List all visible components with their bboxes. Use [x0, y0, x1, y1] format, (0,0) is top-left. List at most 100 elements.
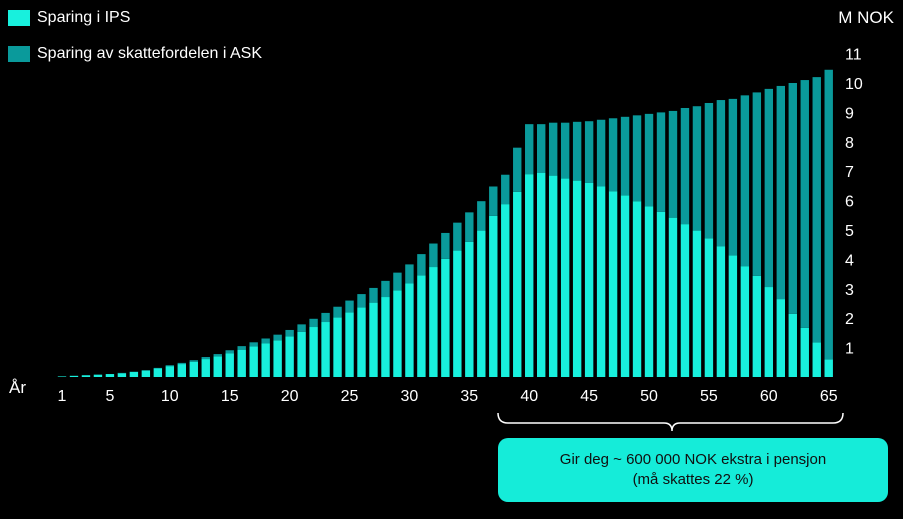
bar-ips-year-59	[752, 275, 762, 377]
bar-ips-year-33	[441, 258, 450, 377]
bar-ask-year-11	[177, 362, 186, 365]
x-tick-label: 15	[221, 388, 239, 405]
bar-ips-year-52	[668, 217, 678, 377]
bar-ips-year-35	[465, 241, 474, 377]
bar-ips-year-43	[560, 178, 570, 377]
bar-ask-year-23	[321, 312, 330, 323]
bar-ips-year-31	[417, 275, 426, 377]
bar-ask-year-61	[776, 85, 785, 300]
bar-ask-year-34	[453, 222, 462, 251]
bar-ask-year-13	[201, 357, 210, 360]
bar-ask-year-18	[261, 338, 270, 344]
x-tick-label: 5	[105, 388, 114, 405]
bar-ask-year-16	[237, 346, 246, 350]
bar-ips-year-27	[369, 302, 378, 377]
bar-ask-year-41	[537, 124, 546, 173]
bar-ask-year-15	[225, 350, 234, 354]
bar-ips-year-57	[728, 255, 738, 377]
bar-ask-year-42	[548, 122, 558, 176]
bar-ips-year-23	[321, 322, 330, 377]
bar-ask-year-38	[501, 174, 510, 205]
y-tick-label: 1	[845, 341, 854, 358]
legend-swatch-ask	[8, 46, 30, 62]
bar-ips-year-10	[165, 366, 175, 377]
bar-ask-year-40	[525, 124, 534, 175]
bar-ask-year-51	[656, 112, 666, 212]
bar-ask-year-59	[752, 92, 762, 276]
x-tick-label: 30	[401, 388, 419, 405]
legend-swatch-ips	[8, 10, 30, 26]
bar-ask-year-22	[309, 318, 318, 328]
x-tick-label: 45	[580, 388, 598, 405]
bar-ips-year-47	[608, 191, 618, 377]
bar-ask-year-25	[345, 300, 354, 313]
x-tick-label: 20	[281, 388, 299, 405]
bar-group	[57, 69, 833, 377]
bar-ips-year-21	[297, 331, 306, 377]
legend-label-ask: Sparing av skattefordelen i ASK	[37, 45, 263, 62]
bar-ask-year-47	[608, 118, 618, 192]
bar-ask-year-26	[357, 294, 366, 308]
bar-ips-year-61	[776, 299, 785, 377]
bar-ask-year-52	[668, 110, 678, 218]
bar-ips-year-39	[513, 191, 522, 377]
bar-ask-year-37	[489, 186, 498, 216]
bar-ask-year-33	[441, 232, 450, 259]
y-tick-label: 8	[845, 135, 854, 152]
y-tick-label: 9	[845, 105, 854, 122]
bar-ips-year-56	[716, 246, 726, 377]
y-axis-ticks: 1 2 3 4 5 6 7 8 9 10 11	[845, 47, 863, 358]
bar-ips-year-63	[800, 327, 809, 377]
bar-ips-year-17	[249, 346, 258, 377]
bar-ask-year-60	[764, 88, 774, 288]
x-tick-label: 35	[460, 388, 478, 405]
y-tick-label: 4	[845, 252, 854, 269]
bar-ask-year-20	[285, 329, 294, 337]
bar-ask-year-17	[249, 342, 258, 347]
bar-ask-year-39	[513, 147, 522, 192]
bar-ips-year-30	[405, 283, 414, 377]
bar-ips-year-40	[525, 174, 534, 377]
bar-ips-year-60	[764, 287, 774, 377]
bar-ask-year-57	[728, 98, 738, 256]
bar-ips-year-48	[620, 195, 630, 377]
y-tick-label: 7	[845, 164, 854, 181]
bar-ips-year-7	[129, 372, 139, 377]
bar-ask-year-50	[644, 113, 654, 207]
bar-ips-year-14	[213, 356, 222, 377]
bar-ask-year-56	[716, 100, 726, 247]
bar-ask-year-19	[273, 334, 282, 341]
bar-ips-year-12	[189, 361, 198, 377]
bar-ips-year-6	[117, 373, 127, 377]
bar-ips-year-29	[393, 290, 402, 377]
bar-ask-year-24	[333, 306, 342, 318]
bar-ips-year-49	[632, 201, 642, 377]
x-axis-label: År	[9, 378, 26, 397]
y-tick-label: 6	[845, 194, 854, 211]
bar-ips-year-37	[489, 215, 498, 377]
bar-ask-year-49	[632, 115, 642, 202]
bar-ips-year-41	[537, 172, 546, 377]
x-tick-label: 50	[640, 388, 658, 405]
bar-ask-year-44	[572, 121, 582, 181]
bar-ips-year-24	[333, 317, 342, 377]
bar-ask-year-45	[584, 121, 594, 183]
bar-ask-year-54	[692, 106, 702, 231]
bar-ips-year-20	[285, 336, 294, 377]
bar-ips-year-19	[273, 340, 282, 377]
callout-box: Gir deg ~ 600 000 NOK ekstra i pensjon (…	[498, 438, 888, 502]
bar-ips-year-5	[105, 374, 115, 377]
x-tick-label: 25	[341, 388, 359, 405]
x-axis-ticks: 1 5 10 15 20 25 30 35 40 45 50 55 60 65	[58, 388, 838, 405]
bar-ask-year-31	[417, 254, 426, 276]
y-tick-label: 3	[845, 282, 854, 299]
bar-ips-year-65	[824, 359, 833, 377]
bar-ips-year-34	[453, 250, 462, 377]
bar-ask-year-14	[213, 354, 222, 357]
x-tick-label: 1	[58, 388, 67, 405]
bar-ips-year-36	[477, 230, 486, 377]
bar-ips-year-58	[740, 266, 750, 377]
bar-ips-year-4	[93, 374, 103, 377]
